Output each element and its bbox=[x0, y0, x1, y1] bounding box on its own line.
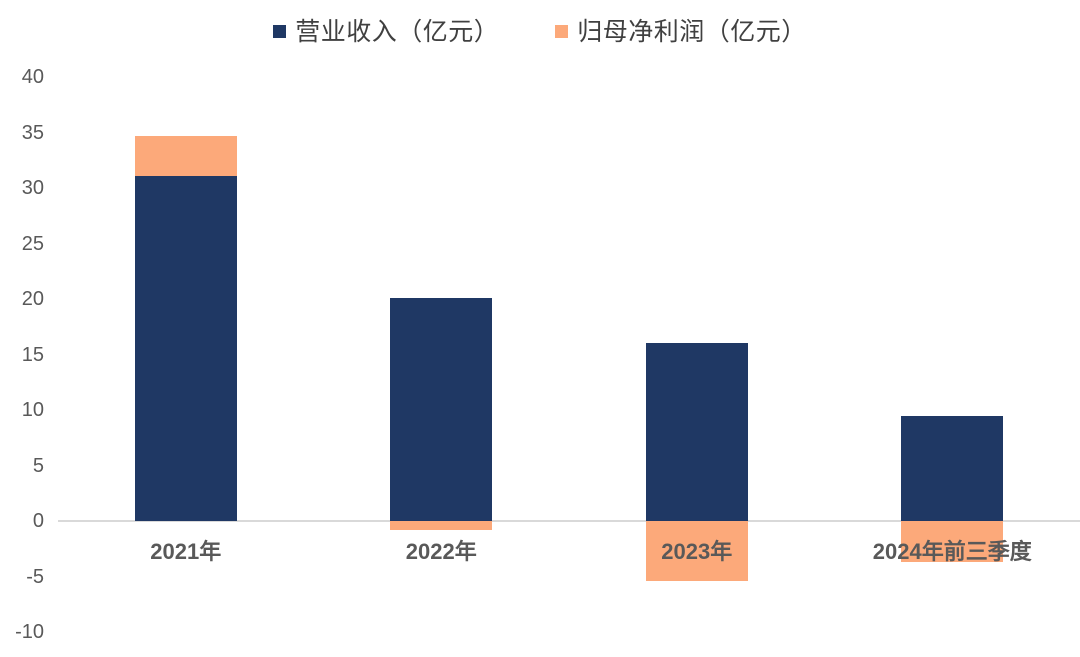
bar-segment-net-profit bbox=[645, 521, 748, 581]
y-axis-tick-label: 15 bbox=[21, 343, 44, 366]
y-axis-tick-label: 5 bbox=[32, 454, 44, 477]
legend-item-revenue: 营业收入（亿元） bbox=[273, 12, 499, 48]
y-axis-tick-label: 20 bbox=[21, 288, 44, 310]
legend-swatch-net-profit-icon bbox=[555, 25, 569, 38]
legend-label-revenue: 营业收入（亿元） bbox=[295, 18, 500, 46]
y-axis-tick-label: 0 bbox=[32, 510, 44, 532]
y-axis-tick-label: -5 bbox=[26, 565, 44, 588]
legend-label-net-profit: 归母净利润（亿元） bbox=[577, 18, 807, 46]
legend-swatch-revenue-icon bbox=[273, 25, 287, 38]
y-axis-tick-label: -10 bbox=[15, 621, 44, 643]
y-axis-tick-label: 25 bbox=[21, 232, 44, 255]
bar-segment-net-profit bbox=[390, 521, 493, 530]
y-axis-tick-label: 10 bbox=[21, 399, 44, 421]
y-axis-tick-label: 35 bbox=[21, 121, 44, 144]
y-axis-tick-label: 30 bbox=[21, 177, 44, 199]
bar-segment-revenue bbox=[390, 297, 493, 521]
bar-segment-net-profit bbox=[901, 521, 1004, 563]
x-axis-category-label: 2024年前三季度 bbox=[872, 539, 1032, 564]
legend-item-net-profit: 归母净利润（亿元） bbox=[555, 12, 807, 48]
bar-segment-net-profit bbox=[134, 135, 237, 176]
chart-legend: 营业收入（亿元） 归母净利润（亿元） bbox=[0, 12, 1080, 48]
y-axis-tick-label: 40 bbox=[21, 66, 44, 88]
x-axis-category-label: 2022年 bbox=[405, 539, 477, 564]
x-axis-line bbox=[58, 520, 1080, 522]
bar-segment-revenue bbox=[901, 415, 1004, 521]
x-axis-category-label: 2021年 bbox=[150, 539, 222, 564]
x-axis-category-label: 2023年 bbox=[661, 539, 733, 564]
bar-segment-revenue bbox=[645, 343, 748, 521]
bar-segment-revenue bbox=[134, 175, 237, 521]
